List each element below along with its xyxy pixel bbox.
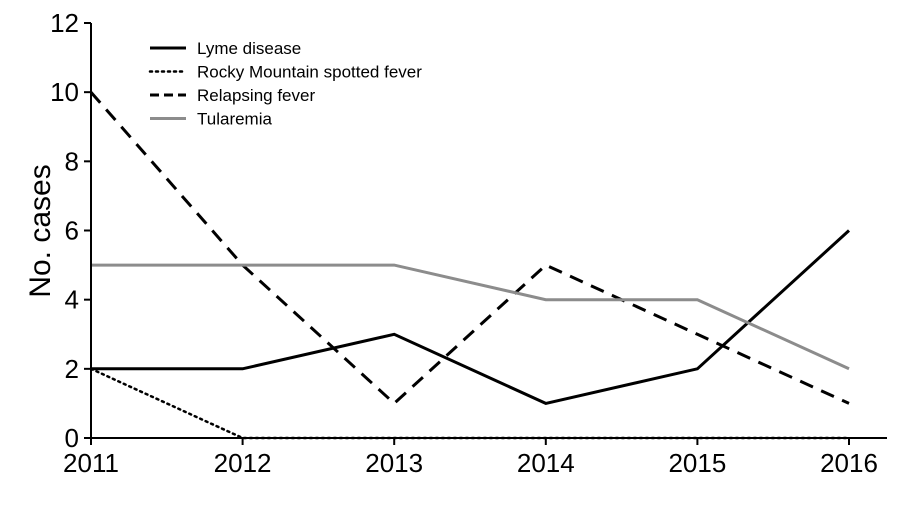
y-tick-label: 10 — [50, 77, 79, 107]
legend-label: Tularemia — [197, 110, 272, 129]
series-line-tularemia — [91, 263, 850, 371]
x-tick-label: 2015 — [668, 448, 726, 478]
y-tick-label: 4 — [65, 285, 79, 315]
x-tick-label: 2014 — [517, 448, 575, 478]
series-line-relapsing-fever — [89, 91, 850, 406]
series-line-rocky-mountain-spotted-fever — [89, 367, 851, 440]
x-tick-label: 2011 — [63, 448, 119, 478]
y-tick-label: 6 — [65, 216, 79, 246]
x-tick-label: 2016 — [820, 448, 878, 478]
x-tick-label: 2013 — [365, 448, 423, 478]
tick-labels: 0 2 4 6 8 10 12 2011 2012 2013 2014 2015 2016 — [50, 8, 878, 478]
legend: Lyme disease Rocky Mountain spotted fever… — [148, 39, 422, 129]
legend-label: Rocky Mountain spotted fever — [197, 63, 422, 82]
x-tick-label: 2012 — [214, 448, 272, 478]
y-tick-label: 12 — [50, 8, 79, 38]
series-layer — [89, 91, 851, 440]
y-axis-title: No. cases — [24, 164, 57, 297]
axes-layer — [84, 22, 887, 445]
y-tick-label: 8 — [65, 146, 79, 176]
y-tick-label: 2 — [65, 354, 79, 384]
legend-label: Relapsing fever — [197, 86, 315, 105]
legend-label: Lyme disease — [197, 39, 301, 58]
y-tick-label: 0 — [65, 423, 79, 453]
